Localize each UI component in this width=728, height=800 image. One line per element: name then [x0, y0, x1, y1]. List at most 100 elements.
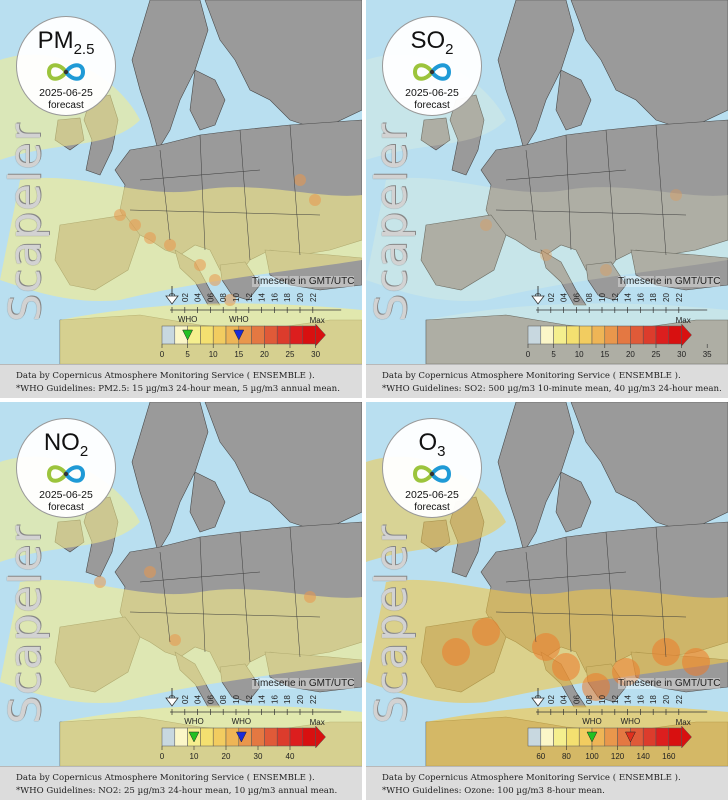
hour-label: 08	[219, 293, 228, 302]
forecast-label: forecast	[414, 100, 450, 111]
who-label: WHO	[582, 717, 602, 726]
country-border	[159, 551, 171, 643]
hour-label: 16	[270, 293, 279, 302]
caption: Data by Copernicus Atmosphere Monitoring…	[0, 364, 362, 398]
now-marker-icon	[165, 697, 179, 707]
land-shape	[204, 0, 362, 131]
scale-cell	[264, 325, 278, 345]
timeserie-label: Timeserie in GMT/UTC	[618, 678, 721, 689]
color-scale[interactable]: 000204060810121416182022Max051015202530W…	[0, 0, 362, 364]
caption-source: Data by Copernicus Atmosphere Monitoring…	[382, 371, 681, 381]
hour-label: 14	[258, 695, 267, 704]
infinity-logo-icon	[46, 465, 86, 483]
panel-o3: Scapeler O3 2025-06-25 forecast Timeseri…	[366, 402, 728, 800]
hour-label: 16	[636, 293, 645, 302]
hour-label: 02	[181, 695, 190, 704]
hour-label: 10	[232, 293, 241, 302]
scale-cell	[200, 325, 214, 345]
value-label: 40	[286, 752, 295, 761]
hour-label: 14	[624, 293, 633, 302]
country-border	[129, 611, 321, 618]
pollutant-name: NO2	[43, 429, 89, 460]
caption: Data by Copernicus Atmosphere Monitoring…	[366, 364, 728, 398]
panel-so2: Scapeler SO2 2025-06-25 forecast Timeser…	[366, 0, 728, 398]
hour-label: 20	[662, 293, 671, 302]
hour-label: 04	[560, 293, 569, 302]
timeserie-label: Timeserie in GMT/UTC	[252, 276, 355, 287]
hour-label: 06	[206, 293, 215, 302]
hour-label: 02	[547, 695, 556, 704]
value-label: 5	[185, 350, 190, 359]
land-shape	[420, 214, 507, 291]
pollutant-name: PM2.5	[37, 27, 95, 58]
scale-cell	[630, 325, 644, 345]
max-label: Max	[676, 316, 691, 325]
country-border	[199, 536, 206, 653]
hour-label: 18	[649, 293, 658, 302]
scale-cell	[591, 325, 606, 345]
land-shape	[630, 249, 728, 291]
max-arrow-icon	[315, 725, 326, 749]
hotspot	[532, 633, 560, 661]
hotspot	[582, 673, 610, 701]
pollutant-badge: NO2 2025-06-25 forecast	[16, 418, 116, 518]
hotspot	[552, 653, 580, 681]
scale-cell	[251, 727, 265, 747]
hotspot	[164, 239, 176, 251]
hotspot	[472, 618, 500, 646]
value-label: 100	[585, 752, 599, 761]
concentration-zone	[0, 177, 362, 301]
scale-cell	[655, 325, 670, 345]
caption-who-guidelines: *WHO Guidelines: Ozone: 100 µg/m3 8-hour…	[382, 786, 605, 796]
value-label: 5	[551, 350, 556, 359]
land-shape	[555, 69, 592, 131]
caption: Data by Copernicus Atmosphere Monitoring…	[366, 766, 728, 800]
max-label: Max	[310, 718, 325, 727]
land-shape	[189, 471, 226, 533]
color-scale[interactable]: 000204060810121416182022Max0510152025303…	[366, 0, 728, 364]
now-marker-icon	[531, 697, 545, 707]
caption-source: Data by Copernicus Atmosphere Monitoring…	[16, 371, 315, 381]
now-marker-icon	[165, 295, 179, 305]
color-scale[interactable]: 000204060810121416182022Max6080100120140…	[366, 402, 728, 766]
timeserie-label: Timeserie in GMT/UTC	[252, 678, 355, 689]
scale-cell	[566, 727, 580, 747]
hour-label: 04	[560, 695, 569, 704]
hour-label: 04	[194, 695, 203, 704]
concentration-zone	[366, 177, 728, 301]
who-label: WHO	[232, 717, 252, 726]
scale-cell	[604, 325, 618, 345]
country-border	[129, 209, 321, 216]
scale-cell	[161, 325, 176, 345]
value-label: 20	[260, 350, 269, 359]
who-label: WHO	[621, 717, 641, 726]
scale-cell	[617, 325, 631, 345]
hour-label: 02	[181, 293, 190, 302]
value-label: 25	[652, 350, 661, 359]
who-label: WHO	[184, 717, 204, 726]
color-scale[interactable]: 000204060810121416182022Max010203040WHOW…	[0, 402, 362, 766]
country-border	[199, 134, 206, 251]
hotspot	[480, 219, 492, 231]
scale-cell	[264, 727, 278, 747]
pollutant-name: O3	[418, 429, 446, 460]
value-label: 30	[677, 350, 686, 359]
hotspot	[612, 658, 640, 686]
scale-cell	[578, 325, 593, 345]
scale-cell	[161, 727, 176, 747]
hour-label: 22	[309, 293, 318, 302]
forecast-date: 2025-06-25	[39, 87, 93, 99]
hour-label: 10	[232, 695, 241, 704]
now-marker-icon	[531, 295, 545, 305]
scale-cell	[276, 727, 291, 747]
land-shape	[131, 402, 209, 553]
country-border	[495, 209, 687, 216]
hour-label: 10	[598, 293, 607, 302]
value-label: 20	[222, 752, 231, 761]
forecast-label: forecast	[48, 100, 84, 111]
hotspot	[144, 232, 156, 244]
pollutant-badge: O3 2025-06-25 forecast	[382, 418, 482, 518]
country-border	[605, 129, 617, 261]
country-border	[289, 526, 301, 658]
hotspot	[209, 274, 221, 286]
